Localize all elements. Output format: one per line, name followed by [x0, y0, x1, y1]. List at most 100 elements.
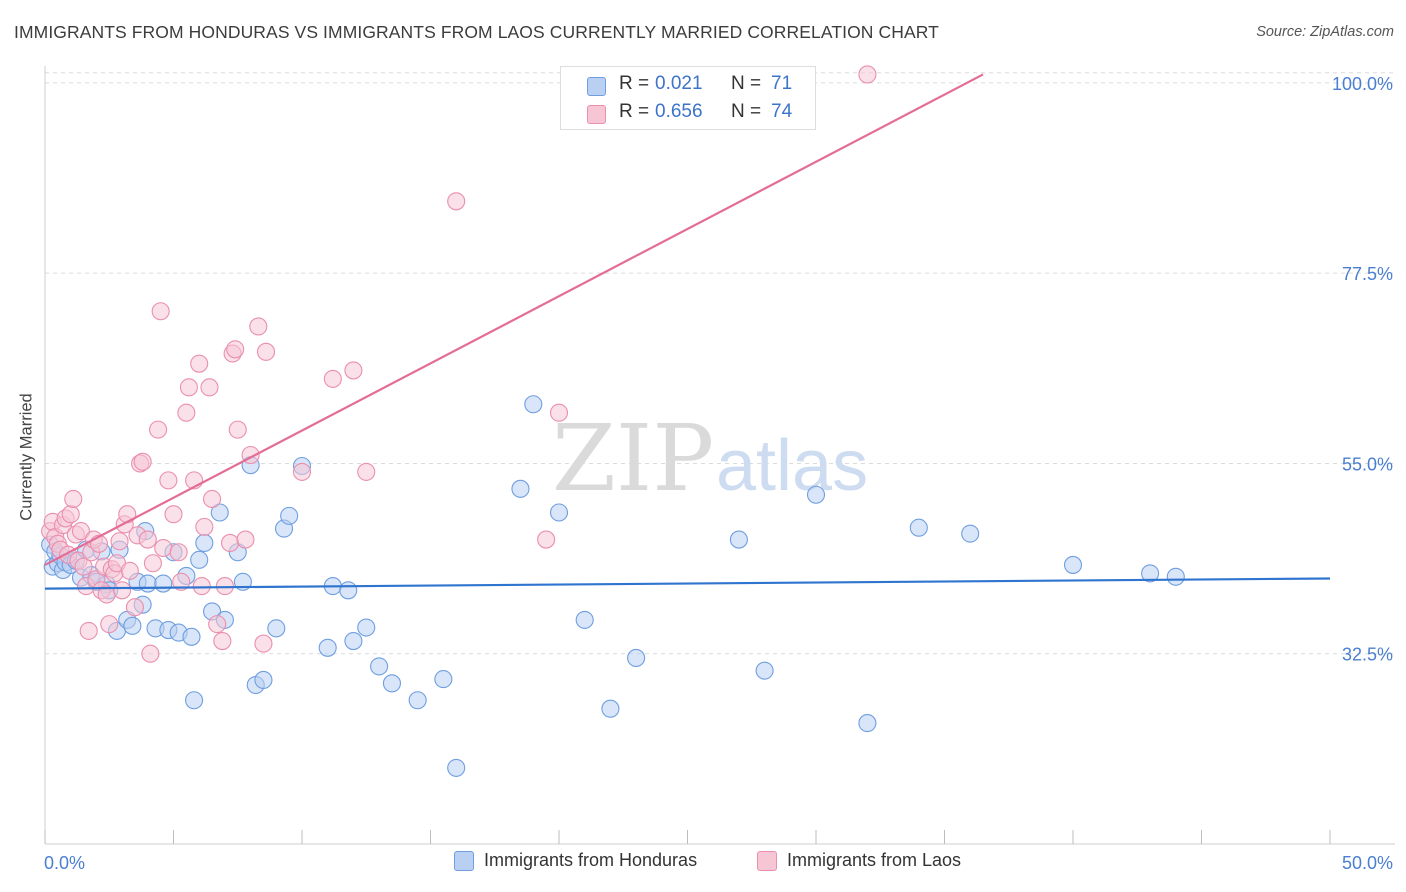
point-laos	[125, 598, 144, 617]
point-honduras	[357, 618, 376, 637]
point-honduras	[254, 670, 273, 689]
series-laos	[41, 65, 877, 663]
point-laos	[292, 462, 312, 481]
watermark-zip: ZIP	[552, 405, 714, 512]
legend-swatch-laos	[587, 105, 606, 124]
point-honduras	[755, 661, 774, 680]
point-laos	[74, 557, 93, 576]
point-honduras	[182, 627, 201, 646]
point-honduras	[185, 691, 204, 710]
y-tick-label: 77.5%	[1342, 264, 1393, 284]
legend-r-label: R =	[619, 101, 650, 122]
x-tick-label-max: 50.0%	[1342, 853, 1393, 873]
legend-swatch-honduras	[587, 77, 606, 96]
point-laos	[151, 302, 170, 321]
legend-item-laos: Immigrants from Laos	[757, 850, 961, 871]
point-laos	[149, 420, 168, 439]
point-laos	[344, 361, 363, 380]
point-honduras	[318, 638, 337, 657]
point-laos	[110, 532, 129, 551]
trend-line-honduras	[44, 577, 1331, 590]
point-honduras	[267, 619, 286, 638]
point-laos	[537, 530, 556, 549]
point-laos	[323, 369, 342, 388]
point-laos	[133, 452, 152, 471]
legend-r-value-honduras: 0.021	[655, 73, 703, 94]
legend-n-label: N =	[731, 73, 762, 94]
point-honduras	[1141, 564, 1160, 583]
watermark: ZIP atlas	[552, 405, 868, 512]
point-honduras	[806, 485, 826, 504]
point-honduras	[154, 574, 173, 593]
legend-label-laos: Immigrants from Laos	[787, 850, 962, 870]
legend-r-value-laos: 0.656	[655, 101, 703, 122]
point-honduras	[961, 524, 980, 543]
point-laos	[249, 317, 268, 336]
point-honduras	[190, 550, 209, 569]
point-honduras	[549, 503, 569, 522]
point-laos	[154, 538, 173, 558]
point-honduras	[344, 631, 363, 651]
point-laos	[192, 577, 211, 596]
watermark-atlas: atlas	[716, 426, 868, 506]
stats-legend: R = 0.021 N = 71 R = 0.656 N = 74	[560, 66, 816, 130]
legend-item-honduras: Immigrants from Honduras	[454, 850, 697, 871]
point-honduras	[909, 518, 928, 537]
legend-swatch-honduras	[454, 850, 474, 871]
point-laos	[113, 581, 132, 600]
point-laos	[164, 505, 183, 524]
point-laos	[858, 65, 877, 84]
point-honduras	[1063, 555, 1083, 574]
point-laos	[118, 505, 137, 524]
point-honduras	[729, 530, 748, 549]
legend-row-honduras: R = 0.021 N = 71	[561, 71, 815, 101]
point-laos	[447, 192, 466, 211]
point-honduras	[1166, 567, 1185, 586]
point-laos	[236, 530, 255, 549]
point-laos	[179, 378, 198, 397]
point-laos	[169, 543, 188, 562]
legend-n-value-honduras: 71	[771, 73, 793, 94]
chart-title: IMMIGRANTS FROM HONDURAS VS IMMIGRANTS F…	[14, 22, 939, 42]
point-laos	[143, 554, 162, 573]
point-laos	[203, 489, 222, 509]
trend-line-laos	[44, 73, 984, 566]
legend-r-label: R =	[619, 73, 650, 94]
trend-lines	[44, 73, 1331, 590]
point-laos	[254, 634, 273, 653]
tick-labels: 32.5% 55.0% 77.5% 100.0% 0.0% 50.0%	[44, 74, 1393, 873]
point-laos	[220, 533, 240, 552]
point-laos	[120, 561, 139, 580]
point-honduras	[408, 691, 427, 710]
gridlines	[45, 72, 1395, 655]
y-tick-label: 55.0%	[1342, 454, 1393, 474]
point-honduras	[280, 506, 299, 525]
point-honduras	[575, 610, 594, 629]
point-laos	[195, 517, 214, 536]
point-honduras	[434, 670, 453, 689]
legend-n-value-laos: 74	[771, 101, 793, 122]
point-honduras	[382, 674, 402, 693]
point-honduras	[195, 533, 214, 552]
legend-label-honduras: Immigrants from Honduras	[484, 850, 698, 870]
point-honduras	[339, 581, 358, 600]
point-laos	[138, 530, 157, 549]
point-honduras	[370, 657, 389, 676]
point-laos	[200, 378, 219, 397]
point-honduras	[524, 395, 543, 414]
point-laos	[190, 354, 209, 373]
point-honduras	[123, 616, 142, 635]
point-laos	[64, 489, 83, 509]
point-laos	[172, 572, 191, 591]
point-honduras	[138, 574, 157, 593]
point-honduras	[858, 714, 877, 733]
y-tick-label: 32.5%	[1342, 645, 1393, 665]
point-laos	[61, 505, 80, 524]
point-laos	[549, 403, 569, 422]
point-honduras	[601, 699, 620, 718]
point-laos	[100, 615, 119, 634]
y-tick-label: 100.0%	[1332, 74, 1393, 94]
point-laos	[177, 403, 196, 422]
point-laos	[141, 644, 160, 663]
point-laos	[256, 342, 276, 361]
